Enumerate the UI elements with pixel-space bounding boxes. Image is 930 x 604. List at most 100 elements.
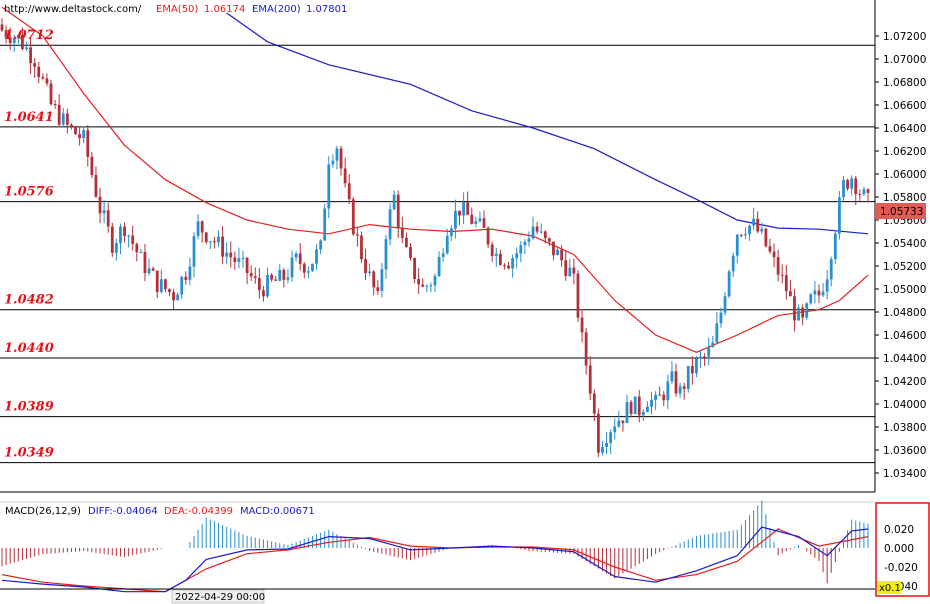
candle-body — [511, 258, 515, 269]
candlesticks — [0, 18, 870, 458]
candle-body — [123, 226, 126, 236]
candle-body — [351, 199, 355, 235]
candle-body — [8, 37, 12, 43]
level-label: 1.0440 — [4, 341, 54, 356]
candle-body — [535, 226, 539, 232]
level-label: 1.0641 — [4, 110, 54, 125]
candle-body — [462, 202, 465, 216]
candle-body — [331, 160, 335, 165]
price-tick-label: 1.05200 — [883, 261, 926, 273]
candle-body — [257, 278, 261, 291]
candle-body — [858, 194, 862, 196]
macd-tick-label: 0.000 — [884, 543, 914, 555]
candle-body — [61, 113, 65, 125]
candle-body — [621, 420, 625, 424]
candle-body — [127, 235, 131, 237]
candle-body — [286, 277, 290, 280]
candle-body — [368, 271, 372, 274]
zoom-badge-bg[interactable] — [877, 581, 901, 594]
ema200-line — [226, 12, 869, 235]
candle-body — [110, 226, 114, 253]
candle-body — [298, 253, 302, 264]
macd-dea-label: DEA:-0.04399 — [164, 506, 233, 517]
candle-body — [41, 76, 45, 79]
candle-body — [266, 275, 269, 297]
ema50-label: EMA(50) — [156, 4, 198, 15]
price-tick-label: 1.04600 — [883, 330, 926, 342]
price-tick-label: 1.04400 — [883, 353, 926, 365]
candle-body — [866, 189, 870, 193]
candle-body — [764, 228, 768, 247]
candle-body — [703, 356, 707, 358]
candle-body — [311, 263, 314, 272]
candle-body — [605, 443, 608, 447]
macd-lines — [1, 526, 869, 593]
candle-body — [482, 218, 486, 228]
candle-body — [33, 63, 37, 67]
candle-body — [163, 279, 167, 290]
candle-body — [302, 263, 306, 273]
candle-body — [650, 399, 653, 407]
candle-body — [760, 228, 764, 232]
candle-body — [752, 218, 756, 226]
candle-body — [290, 257, 294, 278]
candle-body — [498, 253, 502, 265]
candle-body — [862, 189, 866, 195]
candle-body — [119, 226, 122, 244]
candle-body — [221, 236, 224, 257]
candle-body — [825, 279, 829, 292]
candle-body — [421, 284, 425, 287]
candle-body — [441, 253, 445, 257]
zoom-badge[interactable]: x0.1 — [879, 583, 901, 594]
candle-body — [253, 276, 257, 279]
candle-body — [53, 104, 57, 106]
candle-body — [568, 267, 572, 277]
candle-body — [70, 124, 73, 127]
candle-body — [809, 294, 813, 304]
candle-body — [364, 259, 367, 274]
candle-body — [454, 210, 457, 229]
candle-body — [547, 238, 551, 242]
candle-body — [560, 249, 564, 261]
macd-dea-line — [1, 528, 869, 593]
price-tick-label: 1.04200 — [883, 376, 926, 388]
candle-body — [507, 265, 510, 269]
price-tick-label: 1.05000 — [883, 284, 926, 296]
candle-body — [735, 234, 739, 256]
candle-body — [588, 365, 592, 394]
candle-body — [45, 78, 49, 84]
crosshair-time: 2022-04-29 00:00 — [175, 592, 265, 603]
candle-body — [662, 394, 666, 401]
price-tick-label: 1.03800 — [883, 422, 926, 434]
candle-body — [270, 275, 274, 280]
candle-body — [788, 291, 792, 297]
candle-body — [229, 252, 233, 258]
candle-body — [417, 278, 421, 285]
candle-body — [233, 257, 237, 262]
candle-body — [12, 38, 16, 43]
candle-body — [315, 249, 318, 264]
candle-body — [249, 272, 253, 277]
candle-body — [425, 285, 429, 287]
candle-body — [217, 236, 220, 243]
candle-body — [780, 274, 784, 276]
candle-body — [180, 276, 184, 295]
candle-body — [90, 156, 94, 176]
candle-body — [384, 239, 388, 270]
candle-body — [613, 426, 617, 433]
candle-body — [519, 245, 523, 254]
candle-body — [139, 252, 143, 254]
candle-body — [813, 290, 817, 295]
price-tick-label: 1.03600 — [883, 445, 926, 457]
candle-body — [854, 178, 858, 195]
candle-body — [208, 241, 212, 243]
candle-body — [637, 396, 641, 416]
ema200-label: EMA(200) — [252, 4, 301, 15]
candle-body — [564, 260, 568, 277]
candle-body — [323, 208, 327, 241]
candle-body — [360, 235, 363, 260]
candle-body — [245, 257, 249, 273]
candle-body — [213, 241, 216, 243]
